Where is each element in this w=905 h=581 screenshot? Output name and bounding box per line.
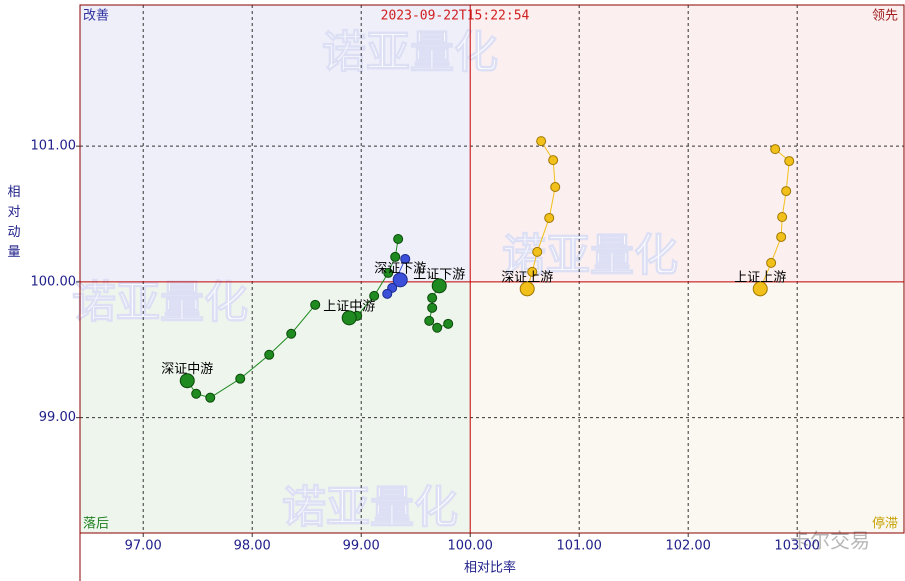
tail-point xyxy=(310,299,321,310)
y-tick-label: 100.00 xyxy=(31,274,77,289)
x-tick-label: 103.00 xyxy=(774,539,820,554)
quadrant-label: 领先 xyxy=(872,9,898,24)
watermark: 诺亚量化 xyxy=(322,27,498,78)
tail-point xyxy=(781,186,792,197)
x-tick-label: 99.00 xyxy=(343,539,380,554)
head-point xyxy=(431,278,447,294)
x-axis-label: 相对比率 xyxy=(464,560,516,576)
tail-point xyxy=(777,212,788,223)
tail-point xyxy=(191,388,202,399)
tail-point xyxy=(443,318,454,329)
x-tick-label: 102.00 xyxy=(665,539,711,554)
head-point xyxy=(341,310,357,326)
head-point xyxy=(519,281,535,297)
y-tick-label: 101.00 xyxy=(31,139,77,154)
series-label: 深证中游 xyxy=(161,362,213,377)
quadrant xyxy=(80,5,471,282)
quadrant xyxy=(80,281,471,533)
tail-point xyxy=(766,257,777,268)
watermark: 诺亚量化 xyxy=(72,277,248,328)
series-label: 上证中游 xyxy=(323,299,375,314)
quadrant-label: 改善 xyxy=(83,8,109,24)
quadrant-label: 停滞 xyxy=(872,516,898,532)
tail-point xyxy=(527,266,538,277)
tail-point xyxy=(390,251,401,262)
tail-point xyxy=(427,302,438,313)
x-tick-label: 97.00 xyxy=(125,539,162,554)
tail-point xyxy=(393,234,404,245)
y-axis-label: 相对动量 xyxy=(7,185,20,260)
quadrant xyxy=(470,281,904,533)
tail-point xyxy=(770,144,781,155)
tail-point xyxy=(548,155,559,166)
tail-point xyxy=(264,349,275,360)
series-label: 深证下游 xyxy=(374,261,426,276)
series-label: 上证下游 xyxy=(413,267,465,282)
tail-point xyxy=(383,267,394,278)
watermark: 诺亚量化 xyxy=(282,482,458,533)
tail-point xyxy=(550,182,561,193)
series-label: 上证上游 xyxy=(734,270,786,285)
tail-point xyxy=(784,156,795,167)
x-tick-label: 101.00 xyxy=(556,539,602,554)
x-tick-label: 100.00 xyxy=(447,539,493,554)
quadrant-label: 落后 xyxy=(83,517,109,532)
head-point xyxy=(752,281,768,297)
timestamp: 2023-09-22T15:22:54 xyxy=(381,9,530,24)
tail-point xyxy=(544,212,555,223)
tail-point xyxy=(776,231,787,242)
tail-point xyxy=(532,246,543,257)
tail-point xyxy=(427,292,438,303)
head-point xyxy=(179,373,195,389)
tail-point xyxy=(369,290,380,301)
tail-point xyxy=(400,253,411,264)
tail-point xyxy=(536,136,547,147)
tail-point xyxy=(382,288,393,299)
y-tick-label: 99.00 xyxy=(39,410,76,425)
plot-border xyxy=(79,4,905,534)
x-tick-label: 98.00 xyxy=(234,539,271,554)
series-label: 深证上游 xyxy=(501,270,553,285)
tail-point xyxy=(205,392,216,403)
tail-point xyxy=(424,315,435,326)
head-point xyxy=(392,272,408,288)
tail-point xyxy=(432,322,443,333)
tail-point xyxy=(286,328,297,339)
tail-point xyxy=(235,373,246,384)
